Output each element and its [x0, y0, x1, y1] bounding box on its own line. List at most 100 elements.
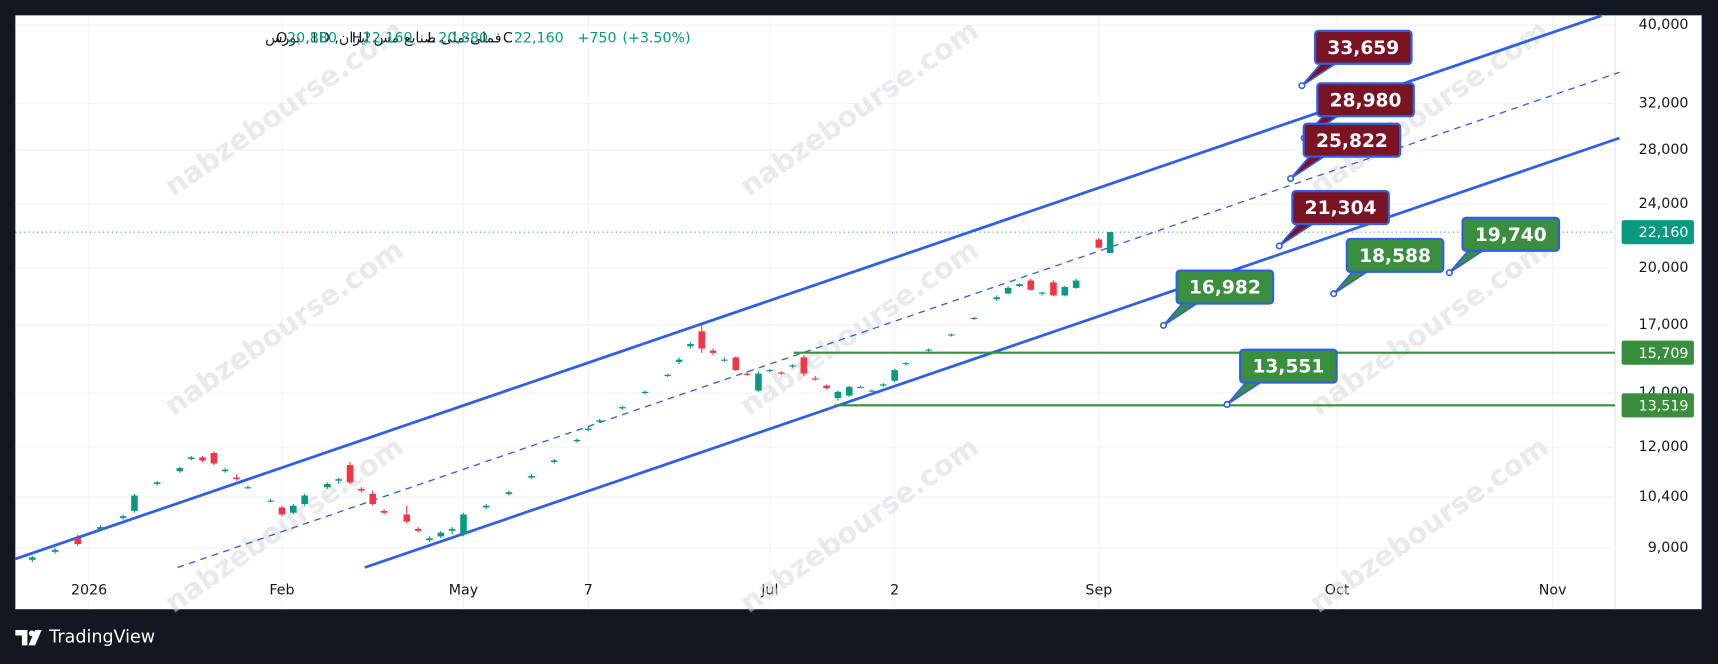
y-tick-label: 20,000	[1639, 260, 1689, 276]
candle-body	[233, 477, 240, 480]
note-label: 18,588	[1359, 246, 1431, 267]
note-label: 28,980	[1330, 90, 1402, 111]
y-tick-label: 9,000	[1648, 540, 1689, 556]
y-tick-label: 10,400	[1639, 489, 1689, 505]
candle-body	[698, 331, 706, 349]
candle-body	[1095, 239, 1103, 248]
x-tick-label: Oct	[1325, 583, 1350, 599]
candle-body	[414, 528, 422, 531]
candle-body	[358, 488, 365, 491]
note-anchor	[1298, 82, 1306, 90]
candle-body	[528, 475, 535, 478]
note-label: 16,982	[1189, 278, 1261, 299]
legend-value: 20,880	[287, 30, 337, 46]
candle-body	[970, 317, 978, 319]
candle-body	[1027, 280, 1035, 290]
candle-body	[596, 420, 603, 422]
candle-body	[891, 370, 898, 381]
x-tick-label: Jul	[760, 583, 778, 599]
note-label: 21,304	[1305, 198, 1377, 219]
x-tick-label: Feb	[269, 583, 294, 599]
candle-body	[902, 363, 910, 365]
logo-icon	[15, 630, 42, 646]
note-box	[1239, 348, 1338, 384]
change-percent: (+3.50%)	[622, 30, 690, 46]
x-tick-label: Nov	[1539, 583, 1567, 599]
candle-body	[1016, 284, 1023, 287]
legend-key: C	[503, 30, 513, 46]
x-tick-label: Sep	[1085, 583, 1112, 599]
candle-body	[176, 468, 184, 472]
x-tick-label: 7	[584, 583, 593, 599]
candle-body	[664, 374, 671, 376]
candle-body	[721, 359, 728, 361]
candle-body	[743, 373, 751, 375]
x-tick-label: 2026	[71, 583, 107, 599]
branding: TradingView	[48, 628, 155, 648]
legend-value: 22,160	[363, 30, 413, 46]
candle-body	[675, 359, 683, 362]
note-label: 33,659	[1327, 38, 1399, 59]
note-box	[1291, 190, 1390, 226]
logo-shape	[15, 630, 28, 646]
note-box	[1313, 29, 1413, 65]
candle-body	[550, 460, 558, 462]
last-price-label: 22,160	[1639, 225, 1689, 241]
candle-body	[346, 465, 354, 483]
candle-body	[74, 538, 82, 545]
note-box	[1461, 216, 1561, 252]
candle-body	[460, 514, 467, 535]
legend-value: 20,880	[438, 30, 488, 46]
candle-body	[687, 344, 694, 347]
candle-body	[335, 479, 342, 481]
legend-key: H	[352, 30, 363, 46]
y-tick-label: 28,000	[1639, 142, 1689, 158]
candle-body	[29, 557, 36, 560]
level-price-label-bg	[1621, 340, 1694, 365]
level-price-label: 13,519	[1639, 398, 1689, 414]
y-tick-label: 17,000	[1639, 317, 1689, 333]
y-tick-label: 24,000	[1639, 196, 1689, 212]
candle-body	[1106, 232, 1114, 253]
note-label: 25,822	[1316, 131, 1388, 152]
candle-body	[210, 452, 218, 464]
candle-body	[1072, 280, 1080, 288]
x-tick-label: May	[449, 583, 478, 599]
candle-body	[755, 373, 762, 391]
y-tick-label: 40,000	[1639, 17, 1689, 33]
candle-body	[766, 370, 774, 372]
note-box	[1175, 269, 1275, 305]
candle-body	[709, 350, 717, 353]
candle-body	[51, 549, 59, 552]
candle-body	[993, 297, 1001, 300]
note-box	[1345, 237, 1445, 273]
candle-body	[732, 357, 740, 371]
last-price-label-bg	[1621, 220, 1694, 245]
legend-key: O	[276, 30, 287, 46]
level-price-label-bg	[1621, 393, 1694, 418]
candle-body	[925, 349, 932, 351]
candle-body	[199, 457, 206, 461]
note-anchor	[1223, 400, 1231, 409]
note-anchor	[1445, 269, 1453, 277]
note-anchor	[1275, 242, 1283, 250]
candle-body	[369, 493, 377, 505]
candle-body	[1004, 287, 1012, 294]
candle-body	[505, 492, 513, 494]
candle-body	[187, 457, 195, 459]
candle-body	[823, 385, 830, 389]
candle-body	[426, 538, 433, 541]
note-label: 19,740	[1475, 225, 1547, 246]
candle-body	[857, 386, 864, 388]
candle-body	[619, 407, 626, 409]
candle-body	[324, 483, 331, 488]
candle-body	[811, 378, 819, 380]
chart-root: TradingView 9,00010,40012,00014,00017,00…	[14, 14, 1702, 648]
candle-body	[845, 386, 853, 396]
candle-body	[585, 428, 592, 430]
candle-body	[153, 482, 161, 484]
symbol-title: فملی-ملی صنایع مس ایران, 1D, بورس	[265, 30, 501, 46]
candle-body	[448, 528, 456, 531]
